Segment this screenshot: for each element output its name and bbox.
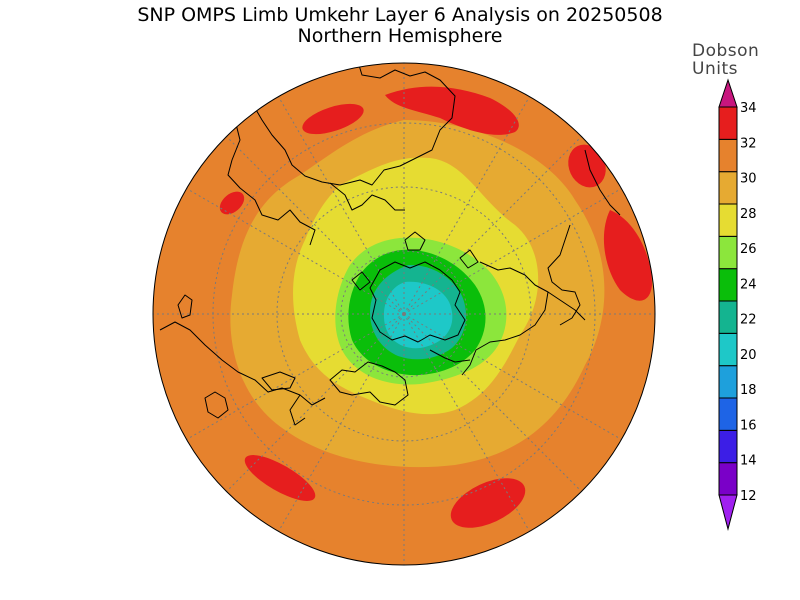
colorbar-segment [718,462,738,496]
graticule [153,63,655,565]
colorbar-tick-label: 22 [740,313,757,328]
coastline-arctic-islands [369,261,466,343]
colorbar-segment [718,171,738,205]
coastline-scandinavia [219,99,316,246]
meridian-line [183,313,405,442]
colorbar-over-arrow [718,78,738,108]
colorbar-segment [718,138,738,173]
colorbar-under-arrow [718,494,738,531]
colorbar-segment [718,235,738,270]
colorbar-tick-label: 24 [740,277,757,292]
ozone-maxima-32-34 [219,86,652,528]
coastline-british-isles [204,391,229,419]
coastline-europe [159,321,326,406]
colorbar-tick-label: 30 [740,172,757,187]
coastline-greenland [329,361,409,406]
map-subtitle: Northern Hemisphere [297,25,503,47]
colorbar-segment [718,300,738,334]
colorbar-segment [718,203,738,237]
colorbar-tick-label: 12 [740,489,757,504]
colorbar-units-line1: Dobson [692,41,760,61]
meridian-line [276,313,405,535]
colorbar-tick-label: 18 [740,383,757,398]
colorbar-segments [718,106,738,496]
coastline-caspian [177,294,193,319]
colorbar-units-line2: Units [692,59,738,79]
colorbar-segment [718,332,738,367]
colorbar-tick-label: 20 [740,348,757,363]
meridian-line [403,313,625,442]
coastline-taimyr [329,182,405,211]
colorbar-ticks: 34 32 30 28 26 24 22 20 18 16 14 12 [740,101,757,504]
colorbar-tick-label: 34 [740,101,757,116]
meridian-line [403,186,625,315]
colorbar-segment [718,268,738,302]
colorbar-tick-label: 28 [740,207,757,222]
colorbar-segment [718,365,738,399]
meridian-line [183,186,405,315]
coastline-asia-east [584,149,621,216]
coastline-iceland [261,371,296,391]
latitude-circle [340,250,468,378]
colorbar-tick-label: 26 [740,242,757,257]
colorbar-tick-label: 14 [740,454,757,469]
coastline-eurasia [239,63,456,186]
colorbar-segment [718,397,738,431]
map-boundary [152,62,656,566]
colorbar-segment [718,106,738,140]
colorbar-segment [718,429,738,464]
coastline-north-america [461,261,549,376]
meridian-line [276,93,405,315]
meridian-line [403,93,532,315]
meridian-line [403,313,532,535]
map-title: SNP OMPS Limb Umkehr Layer 6 Analysis on… [137,4,663,26]
coastlines [159,63,621,426]
colorbar-tick-label: 16 [740,418,757,433]
colorbar-tick-label: 32 [740,136,757,151]
